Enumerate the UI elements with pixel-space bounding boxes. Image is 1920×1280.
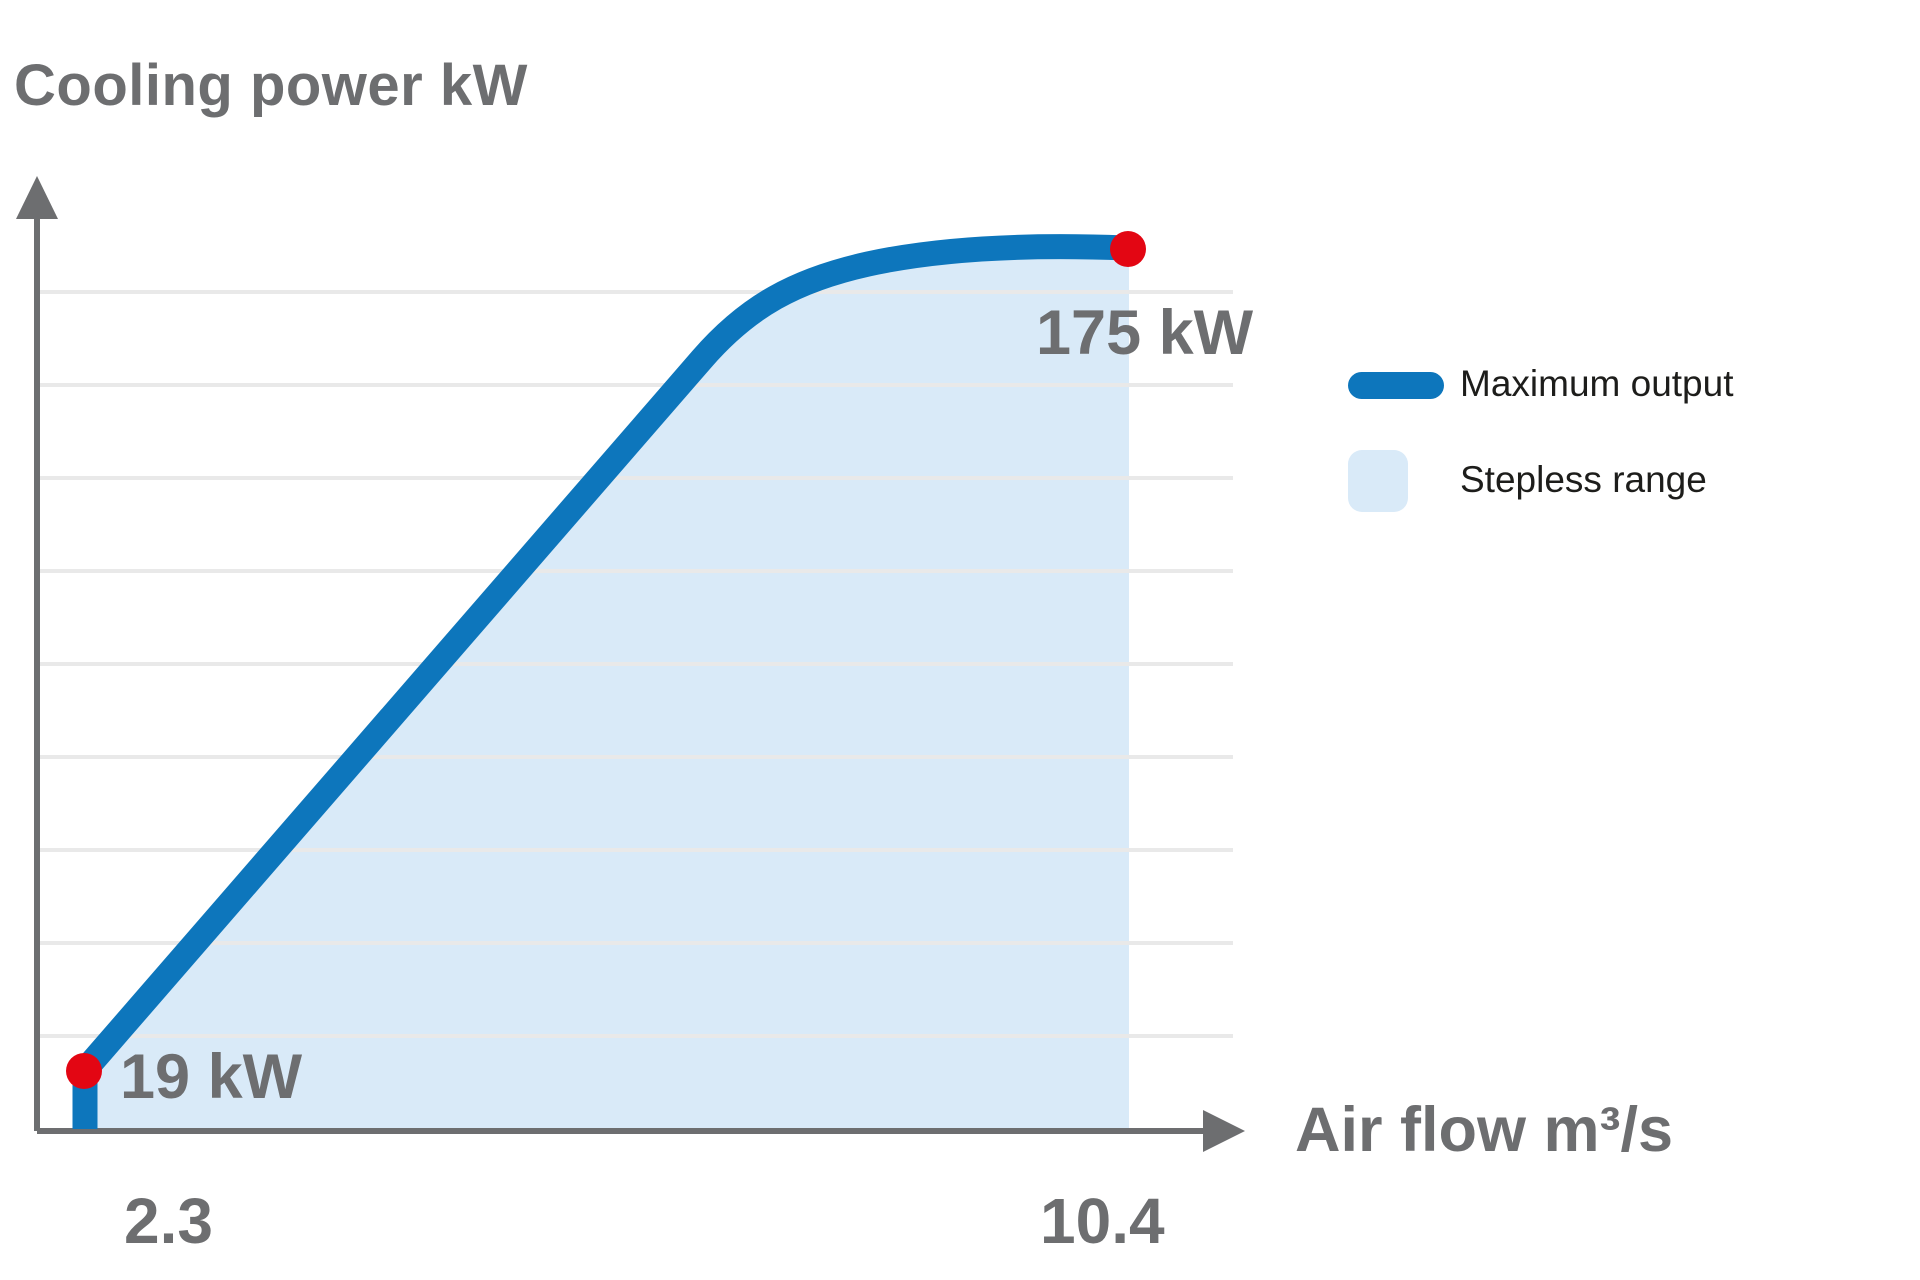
legend-area-label: Stepless range [1460, 459, 1707, 500]
chart-title: Cooling power kW [14, 53, 528, 118]
legend-area-swatch-icon [1348, 450, 1408, 512]
min-output-value-label: 19 kW [120, 1042, 303, 1112]
x-axis-arrow-icon [1203, 1110, 1245, 1152]
data-point-max [1110, 231, 1146, 267]
stepless-range-area [85, 246, 1129, 1129]
x-tick-max: 10.4 [1040, 1185, 1165, 1257]
x-axis-title: Air flow m³/s [1295, 1095, 1674, 1165]
legend-line-swatch-icon [1348, 372, 1444, 399]
x-tick-min: 2.3 [124, 1185, 213, 1257]
gridlines [40, 290, 1233, 1038]
maximum-output-curve [72, 234, 1127, 1129]
data-point-min [66, 1053, 102, 1089]
max-output-value-label: 175 kW [1036, 298, 1254, 368]
legend-line-label: Maximum output [1460, 363, 1734, 404]
y-axis-arrow-icon [16, 176, 58, 219]
axes [34, 212, 1208, 1134]
